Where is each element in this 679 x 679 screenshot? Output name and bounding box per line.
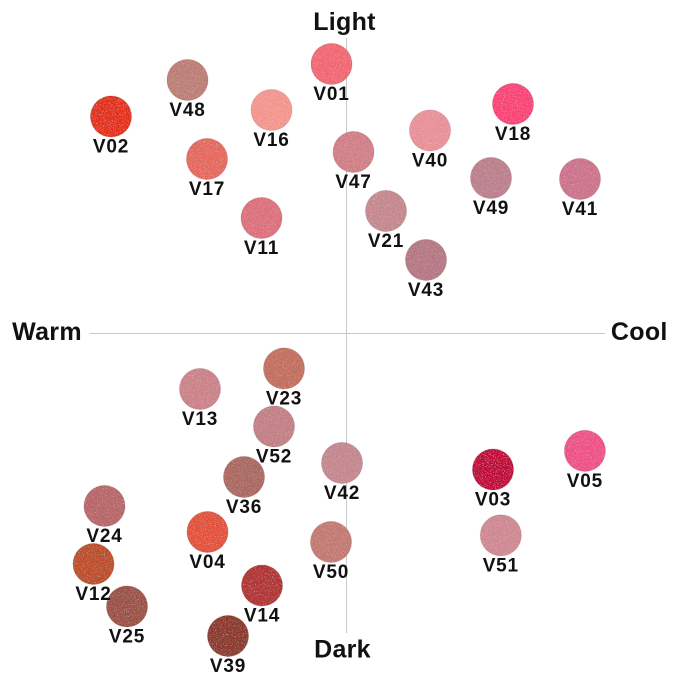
svg-text:V49: V49 xyxy=(473,198,509,219)
svg-text:Warm: Warm xyxy=(12,318,82,346)
svg-text:V39: V39 xyxy=(210,656,246,677)
svg-text:V21: V21 xyxy=(368,231,404,252)
svg-text:V47: V47 xyxy=(335,172,371,193)
svg-text:Light: Light xyxy=(313,8,376,36)
svg-text:V24: V24 xyxy=(86,526,122,547)
svg-text:V42: V42 xyxy=(324,483,360,504)
svg-text:V41: V41 xyxy=(562,199,598,220)
svg-text:V01: V01 xyxy=(313,84,349,105)
svg-text:Dark: Dark xyxy=(314,636,371,664)
svg-text:V40: V40 xyxy=(412,151,448,172)
svg-text:V17: V17 xyxy=(189,179,225,200)
svg-text:Cool: Cool xyxy=(611,318,668,346)
svg-text:V16: V16 xyxy=(253,130,289,151)
svg-text:V14: V14 xyxy=(244,606,280,627)
svg-text:V12: V12 xyxy=(75,584,111,605)
svg-text:V25: V25 xyxy=(109,627,145,648)
svg-text:V03: V03 xyxy=(475,490,511,511)
svg-text:V52: V52 xyxy=(256,447,292,468)
svg-text:V51: V51 xyxy=(483,556,519,577)
svg-text:V36: V36 xyxy=(226,497,262,518)
svg-text:V48: V48 xyxy=(169,100,205,121)
svg-text:V43: V43 xyxy=(408,280,444,301)
svg-text:V13: V13 xyxy=(182,409,218,430)
svg-text:V04: V04 xyxy=(189,552,225,573)
svg-text:V18: V18 xyxy=(495,124,531,145)
svg-text:V11: V11 xyxy=(244,238,279,259)
svg-text:V02: V02 xyxy=(93,137,129,158)
svg-text:V23: V23 xyxy=(266,389,302,410)
svg-text:V50: V50 xyxy=(313,562,349,583)
svg-text:V05: V05 xyxy=(567,471,603,492)
